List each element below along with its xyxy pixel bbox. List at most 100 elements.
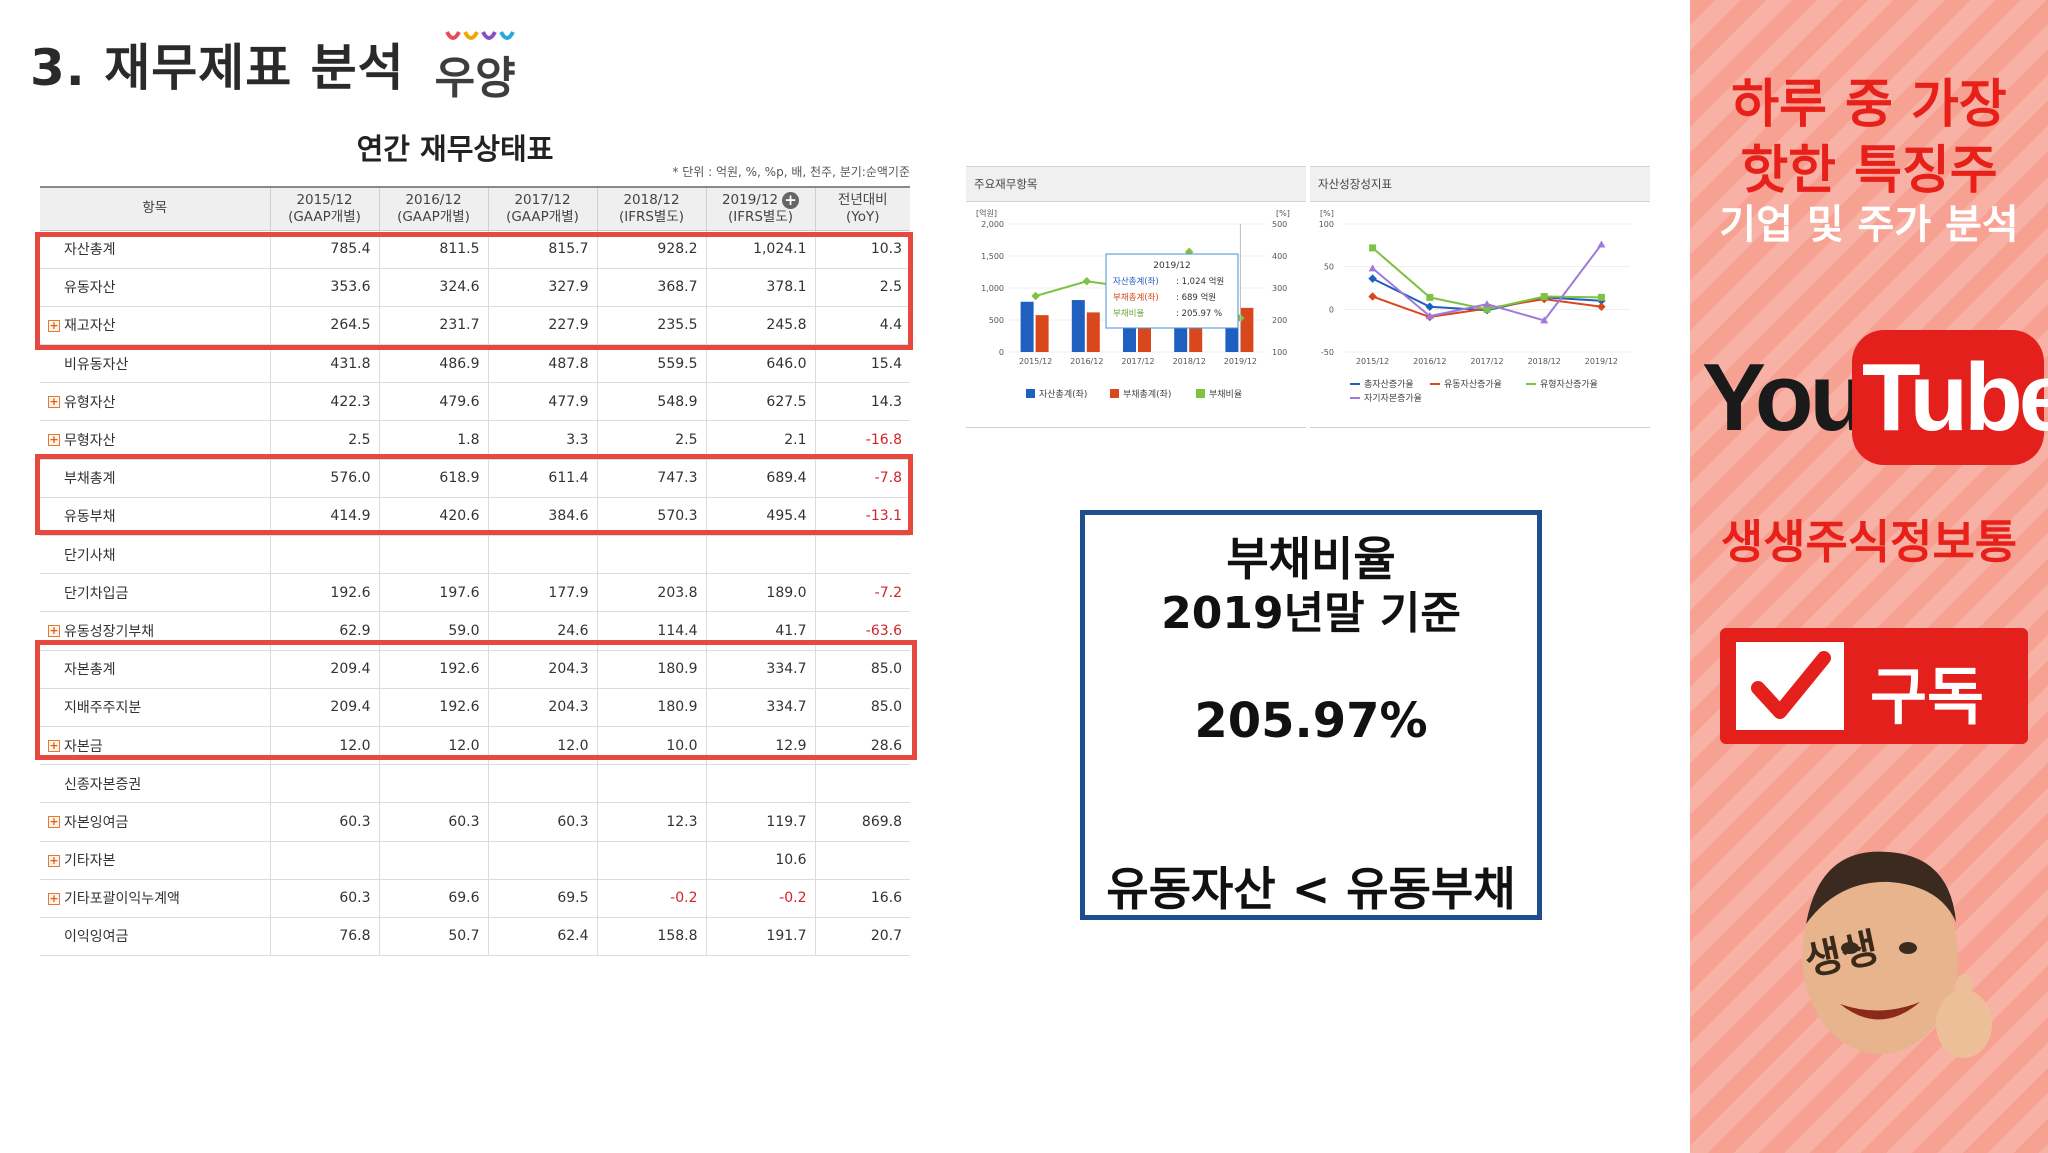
col-header-2018: 2018/12 (IFRS별도) — [596, 186, 706, 231]
legend-label: 부채총계(좌) — [1123, 388, 1171, 400]
y-unit: [%] — [1320, 209, 1334, 218]
main-financials-chart-panel: 주요재무항목 [억원] [%] 2,000 1,500 1,000 500 0 500 400 3… — [966, 166, 1306, 428]
col-header-yoy: 전년대비 (YoY) — [814, 186, 910, 231]
row-label[interactable]: + 기타포괄이익누계액 — [40, 879, 270, 918]
row-label: 단기차입금 — [40, 573, 270, 613]
table-cell: 59.0 — [378, 611, 488, 651]
row-label-text: 단기사채 — [64, 547, 116, 564]
row-label[interactable]: + 유동성장기부채 — [40, 611, 270, 651]
table-row: + 유동성장기부채 62.9 59.0 24.6 114.4 41.7 -63.6 — [40, 611, 910, 651]
growth-point — [1540, 316, 1549, 324]
table-title: 연간 재무상태표 — [356, 132, 554, 166]
table-cell: 264.5 — [269, 306, 379, 346]
table-cell: 1.8 — [378, 420, 488, 460]
row-label: 지배주주지분 — [40, 688, 270, 727]
table-cell: 4.4 — [814, 306, 910, 346]
x-tick-label: 2018/12 — [1173, 357, 1206, 366]
youtube-logo[interactable]: You Tube — [1702, 330, 2048, 465]
row-label-text: 유동부채 — [64, 509, 116, 526]
debt-ratio-point — [1082, 277, 1092, 286]
y-tick-label: 500 — [989, 316, 1004, 325]
table-row: 신종자본증권 — [40, 764, 910, 804]
row-label[interactable]: + 자본금 — [40, 726, 270, 766]
row-label[interactable]: + 기타자본 — [40, 841, 270, 880]
table-cell: -7.8 — [814, 459, 910, 498]
subscribe-button[interactable]: 구독 — [1720, 628, 2028, 744]
company-logo: 우양 — [431, 24, 541, 104]
expand-plus-icon[interactable]: + — [48, 318, 60, 332]
expand-plus-icon[interactable]: + — [48, 853, 60, 867]
table-cell — [596, 764, 706, 804]
y-tick-label: 1,500 — [981, 252, 1004, 261]
table-cell: 12.0 — [487, 726, 597, 766]
growth-line — [1371, 247, 1602, 311]
tooltip-label-2: 부채총계(좌) — [1113, 292, 1159, 303]
expand-plus-icon[interactable]: + — [48, 738, 60, 752]
youtube-logo-you: You — [1702, 344, 1868, 451]
row-label[interactable]: + 무형자산 — [40, 420, 270, 460]
table-cell: 192.6 — [269, 573, 379, 613]
company-name: 우양 — [434, 53, 516, 104]
row-label-text: 자본총계 — [64, 662, 116, 679]
legend-swatch — [1110, 389, 1119, 398]
legend-label: 자산총계(좌) — [1039, 388, 1087, 400]
x-tick-label: 2019/12 — [1224, 357, 1257, 366]
growth-point — [1369, 244, 1377, 252]
promo-sidebar: 하루 중 가장 핫한 특징주 기업 및 주가 분석 You Tube 생생주식정… — [1690, 0, 2048, 1153]
tooltip-box — [1105, 253, 1239, 329]
header: 3. 재무제표 분석 우양 — [30, 24, 541, 104]
bar-liabilities — [1035, 315, 1049, 352]
table-cell: 62.9 — [269, 611, 379, 651]
growth-point — [1597, 240, 1606, 248]
table-cell: 559.5 — [596, 344, 706, 384]
growth-point — [1483, 300, 1491, 308]
table-row: + 자본잉여금 60.3 60.3 60.3 12.3 119.7 869.8 — [40, 802, 910, 842]
y-tick-label: 1,000 — [981, 284, 1004, 293]
growth-point — [1368, 264, 1377, 272]
x-tick-label: 2015/12 — [1356, 357, 1389, 366]
table-cell: -16.8 — [814, 420, 910, 460]
x-tick-label: 2017/12 — [1470, 357, 1503, 366]
growth-point — [1368, 292, 1377, 301]
table-cell: 378.1 — [705, 268, 815, 307]
main-financials-chart[interactable]: [억원] [%] 2,000 1,500 1,000 500 0 500 400 300 200 10… — [966, 202, 1306, 428]
table-cell: 368.7 — [596, 268, 706, 307]
expand-plus-icon[interactable]: + — [48, 624, 60, 638]
logo-arcs-icon — [444, 31, 515, 40]
table-cell: 3.3 — [487, 420, 597, 460]
tooltip-value-1: : 1,024 억원 — [1176, 276, 1224, 287]
row-label: 자본총계 — [40, 650, 270, 689]
promo-line-2: 핫한 특징주 — [1740, 141, 1998, 201]
table-cell: 2.1 — [705, 420, 815, 460]
table-cell: 689.4 — [705, 459, 815, 498]
y-tick-label: 100 — [1319, 220, 1334, 229]
row-label[interactable]: + 자본잉여금 — [40, 802, 270, 842]
row-label: 유동부채 — [40, 497, 270, 537]
table-cell: 119.7 — [705, 802, 815, 842]
table-cell: 204.3 — [487, 650, 597, 689]
table-cell: 28.6 — [814, 726, 910, 766]
table-cell: 69.5 — [487, 879, 597, 918]
add-column-icon[interactable]: + — [782, 191, 800, 209]
row-label: 부채총계 — [40, 459, 270, 498]
asset-growth-chart[interactable]: [%] 100 50 0 -50 2015/12 2016/12 2017/12 2018/12… — [1310, 202, 1650, 428]
table-cell: 548.9 — [596, 382, 706, 422]
expand-plus-icon[interactable]: + — [48, 891, 60, 905]
row-label: 자산총계 — [40, 230, 270, 269]
row-label-text: 무형자산 — [64, 433, 116, 450]
table-cell: 15.4 — [814, 344, 910, 384]
expand-plus-icon[interactable]: + — [48, 815, 60, 829]
row-label: 단기사채 — [40, 535, 270, 575]
table-cell: 192.6 — [378, 688, 488, 727]
expand-plus-icon[interactable]: + — [48, 395, 60, 409]
row-label[interactable]: + 유형자산 — [40, 382, 270, 422]
x-tick-label: 2018/12 — [1528, 357, 1561, 366]
row-label[interactable]: + 재고자산 — [40, 306, 270, 346]
debt-ratio-title: 부채비율 — [1226, 532, 1396, 586]
table-cell: 227.9 — [487, 306, 597, 346]
tooltip-value-2: : 689 억원 — [1176, 292, 1216, 303]
table-cell: 180.9 — [596, 688, 706, 727]
table-cell: 431.8 — [269, 344, 379, 384]
expand-plus-icon[interactable]: + — [48, 433, 60, 447]
table-cell: 204.3 — [487, 688, 597, 727]
